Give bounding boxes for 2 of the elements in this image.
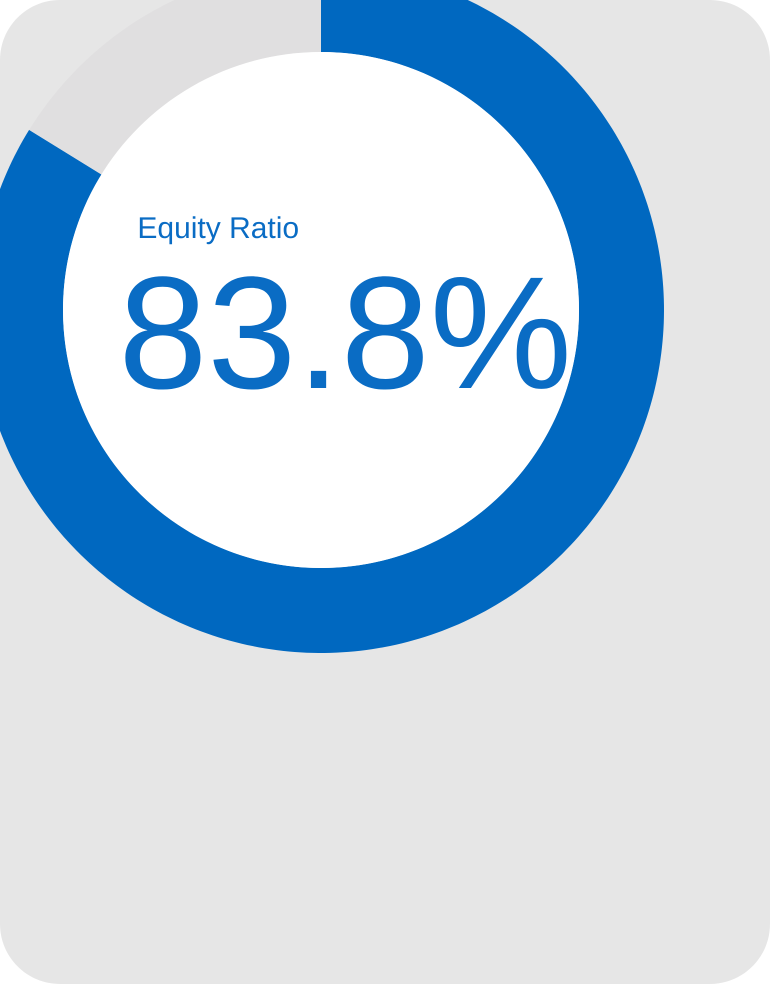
text: Equity Ratio [140,216,298,244]
data-label: 83.8% [125,276,566,390]
